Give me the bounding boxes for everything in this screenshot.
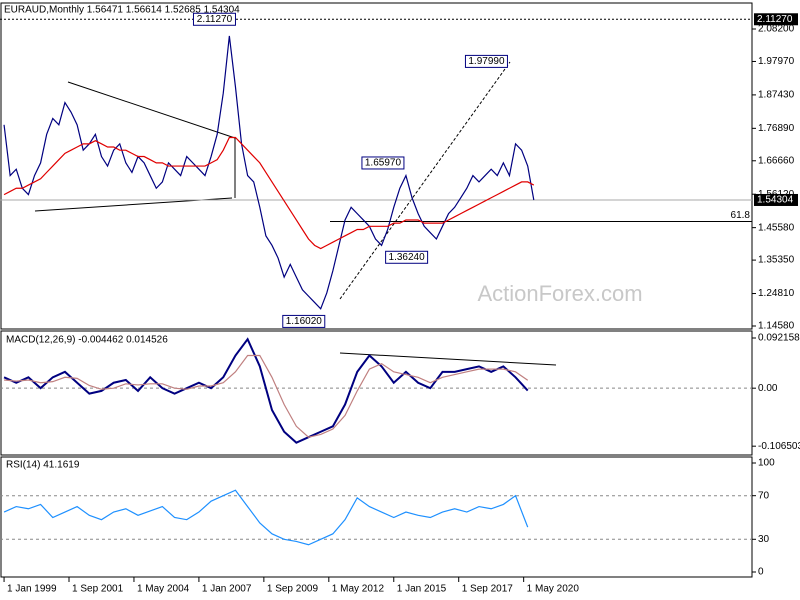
y-tick-label: 1.97970 (758, 56, 795, 67)
series-line (3, 489, 529, 546)
macd-header: MACD(12,26,9) -0.004462 0.014526 (6, 335, 168, 346)
series-line (4, 354, 529, 438)
price-header: EURAUD,Monthly 1.56471 1.56614 1.52685 1… (4, 5, 240, 16)
x-tick-label: 1 Sep 2017 (462, 584, 514, 595)
x-tick-label: 1 May 2004 (137, 584, 190, 595)
last-price-label: 1.54304 (757, 195, 794, 206)
y-tick-label: 30 (758, 534, 770, 545)
rsi-panel (0, 456, 753, 578)
y-tick-label: -0.106503 (758, 441, 800, 452)
macd-trendline (339, 352, 557, 366)
macd-panel (0, 330, 753, 456)
y-tick-label: 1.14580 (758, 321, 795, 332)
high-badge-label: 2.11270 (757, 14, 793, 25)
x-tick-label: 1 May 2020 (527, 584, 580, 595)
trendline (339, 61, 511, 300)
fib-label: 61.8 (731, 210, 751, 221)
y-tick-label: 1.87430 (758, 90, 795, 101)
x-tick-label: 1 Jan 1999 (7, 584, 57, 595)
annotation-label: 1.65970 (365, 158, 402, 169)
y-tick-label: 0 (758, 567, 764, 578)
x-tick-label: 1 May 2012 (332, 584, 385, 595)
y-tick-label: 1.66660 (758, 155, 795, 166)
annotation-box (282, 314, 326, 328)
rsi-header: RSI(14) 41.1619 (6, 460, 80, 471)
series-line (3, 337, 529, 444)
y-tick-label: 100 (758, 458, 775, 469)
x-tick-label: 1 Sep 2009 (267, 584, 319, 595)
annotation-label: 2.11270 (197, 14, 233, 25)
y-tick-label: 0.092158 (758, 333, 800, 344)
y-tick-label: 70 (758, 490, 770, 501)
annotation-box (464, 54, 508, 68)
y-tick-label: 1.35350 (758, 255, 795, 266)
annotation-box (192, 12, 236, 26)
y-tick-label: 1.24810 (758, 288, 795, 299)
high-badge (754, 13, 798, 26)
annotation-box (361, 156, 405, 170)
x-tick-label: 1 Jan 2015 (397, 584, 447, 595)
y-tick-label: 2.08200 (758, 24, 795, 35)
y-tick-label: 0.00 (758, 383, 778, 394)
y-tick-label: 1.76890 (758, 123, 795, 134)
annotation-label: 1.97990 (468, 56, 505, 67)
x-tick-label: 1 Jan 2007 (202, 584, 252, 595)
annotation-label: 1.36240 (389, 252, 426, 263)
price-panel (0, 2, 753, 330)
y-tick-label: 1.45580 (758, 222, 795, 233)
x-tick-label: 1 Sep 2001 (72, 584, 124, 595)
trendline (67, 81, 236, 139)
annotation-box (385, 250, 429, 264)
series-line (3, 136, 535, 250)
annotation-label: 1.16020 (286, 316, 323, 327)
watermark: ActionForex.com (477, 281, 642, 306)
series-line (3, 35, 535, 310)
last-price-badge (754, 193, 798, 206)
